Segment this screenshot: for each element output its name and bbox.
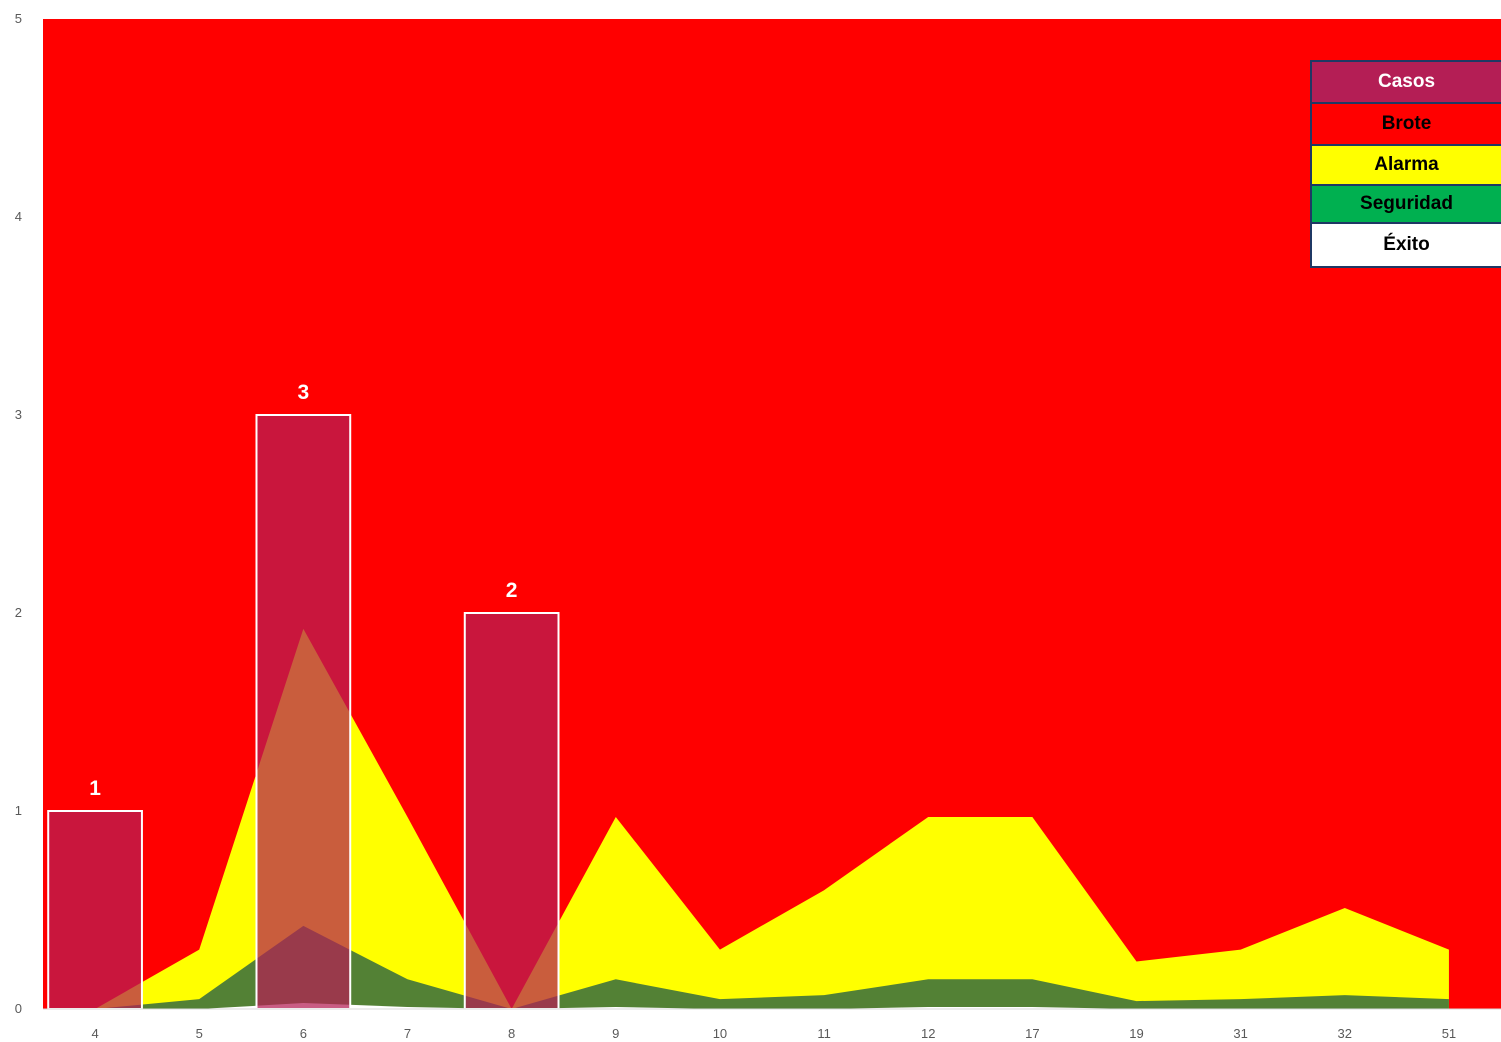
area-series-layer xyxy=(95,628,1449,1009)
area-seguridad xyxy=(95,925,1449,1009)
y-tick-label: 3 xyxy=(15,407,22,422)
x-tick-label: 7 xyxy=(404,1026,411,1041)
x-tick-label: 10 xyxy=(713,1026,727,1041)
legend-item-4: Éxito xyxy=(1310,222,1501,268)
legend-item-2: Alarma xyxy=(1310,144,1501,186)
x-tick-label: 6 xyxy=(300,1026,307,1041)
x-tick-label: 31 xyxy=(1233,1026,1247,1041)
legend-item-0: Casos xyxy=(1310,60,1501,104)
legend: Casos Brote Alarma Seguridad Éxito xyxy=(1310,60,1501,268)
x-tick-label: 32 xyxy=(1338,1026,1352,1041)
area-éxito xyxy=(95,1003,1449,1009)
bar-data-label: 1 xyxy=(89,777,101,800)
x-tick-label: 11 xyxy=(817,1026,831,1041)
bar-casos xyxy=(463,612,560,1010)
y-tick-label: 1 xyxy=(15,803,22,818)
bar-data-label: 2 xyxy=(506,579,518,602)
y-tick-label: 2 xyxy=(15,605,22,620)
area-alarma xyxy=(95,628,1449,1009)
x-tick-label: 51 xyxy=(1442,1026,1456,1041)
legend-item-1: Brote xyxy=(1310,102,1501,146)
bar-casos xyxy=(47,810,143,1010)
x-tick-label: 17 xyxy=(1025,1026,1039,1041)
x-tick-label: 9 xyxy=(612,1026,619,1041)
x-tick-label: 4 xyxy=(91,1026,98,1041)
y-tick-label: 0 xyxy=(15,1001,22,1016)
y-tick-label: 4 xyxy=(15,209,22,224)
x-tick-label: 19 xyxy=(1129,1026,1143,1041)
bar-data-label: 3 xyxy=(298,381,310,404)
legend-item-3: Seguridad xyxy=(1310,184,1501,224)
bar-casos xyxy=(255,414,352,1010)
bar-series-layer: 1 3 2 xyxy=(47,381,560,1010)
y-tick-label: 5 xyxy=(15,11,22,26)
x-tick-label: 5 xyxy=(196,1026,203,1041)
x-tick-label: 12 xyxy=(921,1026,935,1041)
x-tick-label: 8 xyxy=(508,1026,515,1041)
